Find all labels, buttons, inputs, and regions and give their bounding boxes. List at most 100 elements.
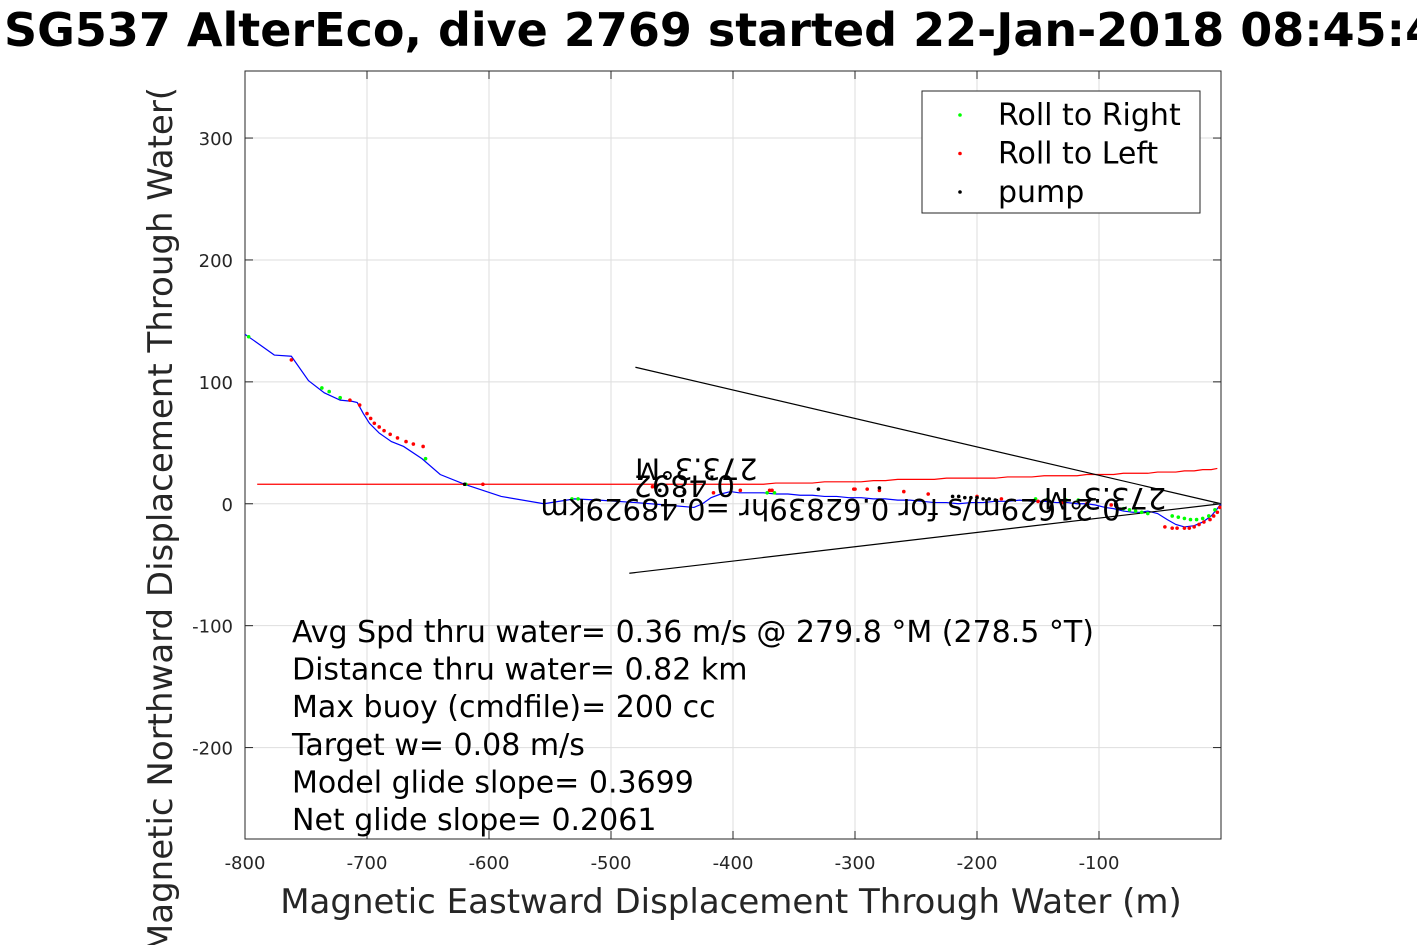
stats-line: Model glide slope= 0.3699 xyxy=(292,765,694,800)
x-tick-label: -500 xyxy=(591,853,632,874)
x-tick-label: -100 xyxy=(1079,853,1120,874)
roll-right-point xyxy=(765,490,769,495)
roll-right-point xyxy=(1146,511,1150,516)
roll-left-point xyxy=(865,487,869,491)
roll-right-point xyxy=(1133,509,1138,513)
stats-line: Avg Spd thru water= 0.36 m/s @ 279.8 °M … xyxy=(292,615,1094,650)
series-line xyxy=(244,333,1222,528)
roll-right-point xyxy=(1033,497,1038,501)
series-layer xyxy=(244,333,1222,574)
roll-right-point xyxy=(1170,514,1174,518)
series-line xyxy=(257,467,1218,485)
roll-right-point xyxy=(338,395,342,400)
roll-right-point xyxy=(423,456,428,461)
roll-left-point xyxy=(368,416,373,421)
roll-right-point xyxy=(1176,515,1181,519)
pump-point xyxy=(981,497,985,501)
y-tick-label: 0 xyxy=(222,495,233,516)
stats-line: Target w= 0.08 m/s xyxy=(291,728,585,763)
stats-line: Max buoy (cmdfile)= 200 cc xyxy=(292,690,716,725)
roll-left-point xyxy=(1175,526,1179,530)
roll-left-point xyxy=(650,484,655,489)
legend-marker xyxy=(958,151,962,156)
flipped-segment-label: 0.4892 xyxy=(633,469,734,503)
roll-right-point xyxy=(1200,516,1205,521)
y-tick-label: -200 xyxy=(192,739,233,760)
roll-left-point xyxy=(711,490,716,495)
pump-point xyxy=(987,497,991,501)
x-tick-label: -200 xyxy=(957,853,998,874)
roll-right-point xyxy=(1127,508,1132,512)
roll-left-point xyxy=(411,442,416,446)
roll-left-point xyxy=(404,439,408,444)
roll-left-point xyxy=(382,428,386,433)
roll-left-point xyxy=(1163,525,1167,529)
flipped-segment-label: 0.21629m/s for 0.62839hr =0.48929km xyxy=(541,492,1121,526)
y-tick-label: 300 xyxy=(199,129,233,150)
roll-right-point xyxy=(1139,510,1144,515)
stats-annotation-block: Avg Spd thru water= 0.36 m/s @ 279.8 °M … xyxy=(291,615,1094,838)
roll-left-point xyxy=(853,487,857,491)
roll-left-point xyxy=(421,444,425,449)
roll-left-point xyxy=(738,488,743,493)
pump-point xyxy=(658,488,662,493)
roll-left-point xyxy=(1187,526,1192,530)
roll-right-point xyxy=(1188,517,1193,522)
roll-right-point xyxy=(320,386,324,390)
grid xyxy=(244,71,1221,839)
roll-right-point xyxy=(1207,514,1211,518)
roll-left-point xyxy=(289,358,294,362)
x-tick-label: -800 xyxy=(225,853,266,874)
roll-left-point xyxy=(365,411,369,416)
legend-box xyxy=(921,90,1201,214)
roll-left-point xyxy=(372,421,377,426)
x-tick-label: -600 xyxy=(469,853,510,874)
roll-right-point xyxy=(772,490,777,495)
flipped-segment-label: 273.3°M xyxy=(1044,481,1167,515)
roll-left-point xyxy=(1036,499,1040,504)
roll-left-point xyxy=(1182,526,1187,530)
chart-title: SG537 AlterEco, dive 2769 started 22-Jan… xyxy=(4,3,1417,57)
roll-left-point xyxy=(999,497,1004,501)
roll-right-point xyxy=(1121,506,1126,511)
roll-right-point xyxy=(1076,498,1081,502)
series-line xyxy=(629,503,1222,574)
pump-point xyxy=(462,482,467,487)
x-tick-label: -300 xyxy=(835,853,876,874)
roll-right-point xyxy=(1213,508,1217,512)
pump-point xyxy=(993,498,998,502)
roll-left-point xyxy=(1170,526,1174,530)
roll-left-point xyxy=(1197,522,1201,527)
roll-left-point xyxy=(1208,517,1212,522)
roll-left-point xyxy=(388,432,392,437)
roll-left-point xyxy=(1211,514,1216,518)
roll-left-point xyxy=(1060,500,1065,505)
roll-left-point xyxy=(481,482,485,487)
roll-left-point xyxy=(1217,505,1222,510)
y-tick-label: 100 xyxy=(199,373,233,394)
stats-line: Net glide slope= 0.2061 xyxy=(292,803,656,838)
y-tick-label: -100 xyxy=(192,617,233,638)
roll-left-point xyxy=(348,398,352,402)
roll-left-point xyxy=(1192,525,1196,529)
y-axis-label: Magnetic Northward Displacement Through … xyxy=(141,87,181,945)
legend-label: pump xyxy=(998,175,1084,210)
roll-left-point xyxy=(926,492,930,496)
legend-label: Roll to Left xyxy=(998,137,1158,172)
roll-left-point xyxy=(1202,520,1206,524)
roll-right-point xyxy=(1182,516,1187,521)
flipped-segment-label: 273.3°M xyxy=(635,452,758,486)
roll-right-point xyxy=(327,389,331,394)
pump-point xyxy=(950,494,955,499)
stats-line: Distance thru water= 0.82 km xyxy=(292,653,747,688)
legend-label: Roll to Right xyxy=(998,98,1181,133)
roll-left-point xyxy=(1085,501,1089,506)
pump-point xyxy=(975,495,979,500)
roll-right-point xyxy=(1194,517,1199,522)
roll-right-point xyxy=(576,497,580,501)
series-line xyxy=(635,366,1222,505)
y-tick-label: 200 xyxy=(199,251,233,272)
